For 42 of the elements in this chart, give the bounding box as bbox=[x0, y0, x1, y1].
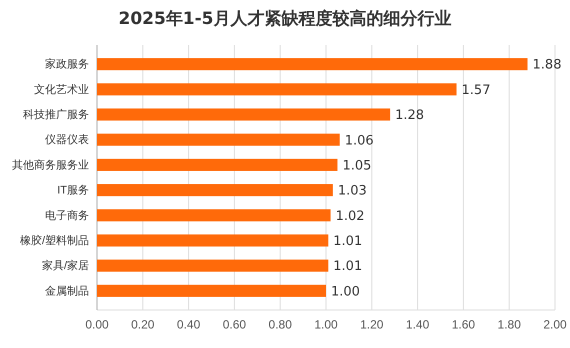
x-tick-label: 1.00 bbox=[314, 318, 338, 332]
y-tick-label: 科技推广服务 bbox=[23, 108, 89, 122]
bar bbox=[97, 284, 326, 297]
chart-title: 2025年1-5月人才紧缺程度较高的细分行业 bbox=[118, 9, 452, 29]
y-tick-label: 其他商务服务业 bbox=[12, 158, 89, 172]
bar bbox=[97, 234, 328, 247]
data-label: 1.28 bbox=[395, 108, 424, 124]
bar bbox=[97, 83, 457, 96]
x-tick-label: 0.20 bbox=[131, 318, 155, 332]
data-label: 1.57 bbox=[462, 82, 490, 98]
bar bbox=[97, 209, 331, 222]
data-label: 1.88 bbox=[532, 58, 562, 73]
x-tick-label: 1.20 bbox=[360, 318, 384, 332]
y-tick-label: 橡胶/塑料制品 bbox=[20, 234, 89, 247]
data-label: 1.01 bbox=[333, 234, 362, 250]
x-tick-label: 0.80 bbox=[268, 318, 292, 332]
y-tick-label: 家政服务 bbox=[45, 58, 89, 71]
x-tick-label: 2.00 bbox=[543, 318, 567, 332]
x-tick-label: 0.00 bbox=[85, 318, 109, 332]
x-tick-label: 1.60 bbox=[452, 318, 476, 332]
data-label: 1.02 bbox=[336, 208, 365, 224]
y-tick-label: 家具/家居 bbox=[42, 259, 89, 272]
bar bbox=[97, 134, 340, 146]
x-tick-label: 1.80 bbox=[498, 318, 522, 332]
y-tick-label: 仪器仪表 bbox=[45, 133, 89, 146]
bar bbox=[97, 58, 528, 70]
x-tick-label: 1.40 bbox=[406, 318, 430, 332]
data-label: 1.05 bbox=[342, 158, 372, 174]
data-label: 1.06 bbox=[344, 133, 374, 148]
data-label: 1.00 bbox=[331, 284, 360, 300]
bar bbox=[97, 184, 333, 196]
bar bbox=[97, 260, 328, 272]
y-tick-label: 电子商务 bbox=[45, 208, 89, 222]
x-tick-label: 0.40 bbox=[176, 318, 201, 332]
bar bbox=[97, 158, 338, 171]
y-tick-label: 金属制品 bbox=[45, 284, 89, 298]
y-tick-label: 文化艺术业 bbox=[34, 82, 89, 96]
y-tick-label: IT服务 bbox=[57, 184, 89, 197]
x-tick-label: 0.60 bbox=[222, 318, 246, 332]
bar bbox=[97, 108, 390, 121]
data-label: 1.01 bbox=[333, 259, 362, 274]
data-label: 1.03 bbox=[338, 184, 367, 199]
